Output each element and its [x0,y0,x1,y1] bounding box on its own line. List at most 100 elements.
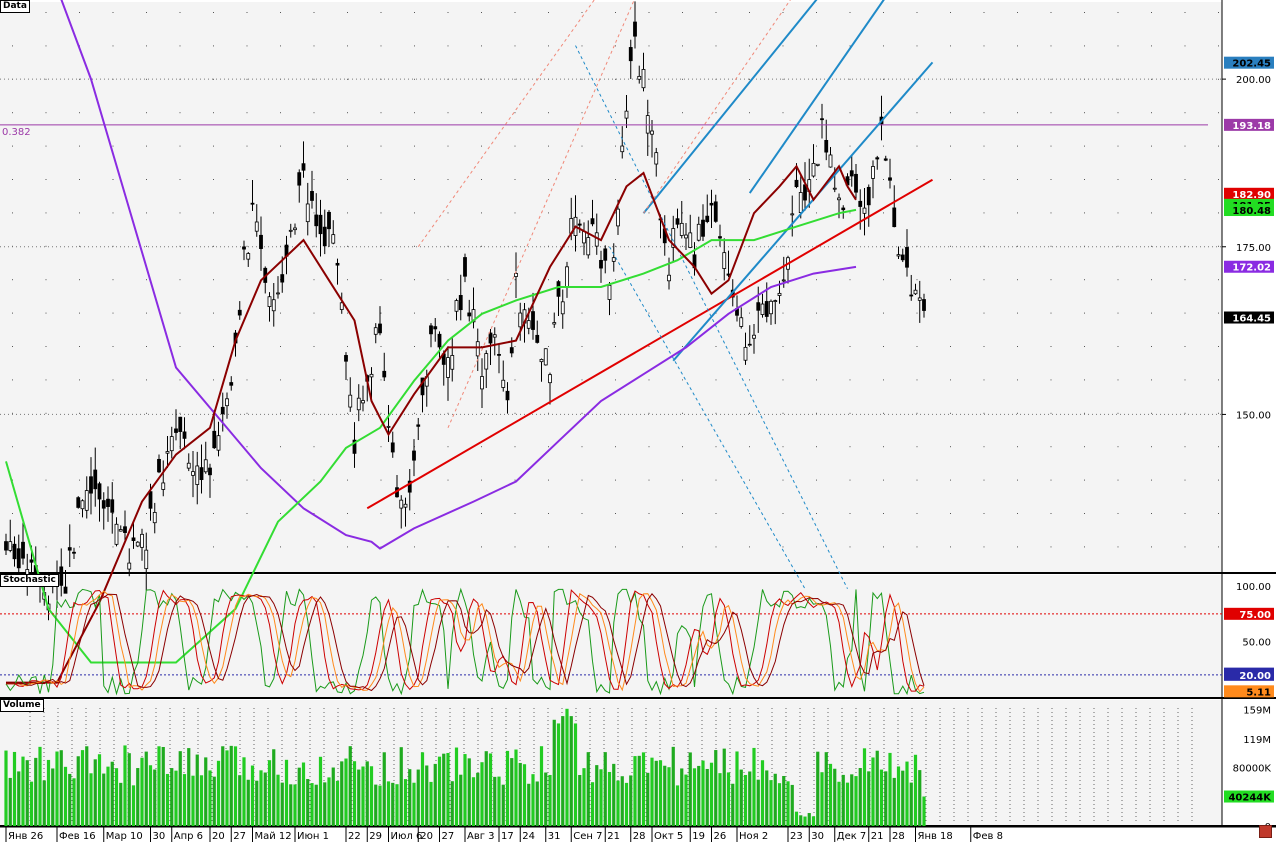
candle-body [837,197,841,201]
volume-bar [178,751,182,826]
grid-dot [1117,78,1119,80]
grid-dot [1017,145,1018,147]
candle-body [463,257,467,277]
grid-dot [347,312,348,314]
candle-body [369,373,374,378]
grid-dot [280,112,281,114]
candle-body [135,541,140,547]
grid-dot [648,12,650,13]
grid-dot [983,112,985,114]
grid-dot [213,12,214,13]
grid-dot [414,513,415,514]
grid-dot [1151,312,1152,314]
volume-bar [340,761,344,826]
volume-bar [488,753,493,826]
volume-bar [425,765,429,826]
grid-dot [12,513,13,514]
candle-body [280,274,285,283]
grid-dot [1117,179,1119,180]
grid-dot [916,145,918,147]
volume-bar [850,774,854,826]
candle-body [246,253,251,260]
grid-dot [146,12,147,13]
candle-body [875,157,880,160]
grid-dot [1050,312,1052,314]
volume-bar [38,746,42,826]
grid-dot [280,546,281,548]
time-tick-label: 30 [811,831,824,842]
volume-bar [144,751,148,826]
moving-average-line [6,164,857,684]
grid-dot [79,279,80,281]
grid-dot [414,279,415,281]
candle-body [526,320,531,329]
grid-dot [581,346,583,347]
candle-body [577,223,582,226]
grid-dot [1151,245,1152,247]
grid-dot [1017,212,1018,214]
grid-dot [983,212,985,214]
time-tick-label: 20 [420,831,433,842]
volume-bar [680,768,684,826]
grid-dot [1117,212,1119,214]
grid-dot [916,12,918,13]
grid-dot [648,179,650,180]
grid-dot [983,279,985,281]
grid-dot [1084,546,1085,548]
grid-dot [883,12,884,13]
volume-bar [892,777,896,826]
grid-dot [782,546,784,548]
volume-bar [267,760,272,826]
volume-bar [748,771,752,826]
grid-dot [514,45,516,47]
corner-expand-icon[interactable] [1259,825,1272,838]
volume-bar [765,770,769,826]
volume-bar [382,752,386,826]
grid-dot [883,145,884,147]
candle-body [12,543,17,560]
grid-dot [280,45,281,47]
fibonacci-level-label: 0.382 [2,127,31,138]
grid-dot [749,179,750,180]
grid-dot [514,12,516,13]
grid-dot [213,212,214,214]
grid-dot [112,379,114,381]
grid-dot [213,179,214,180]
grid-dot [313,479,315,481]
grid-dot [514,479,516,481]
grid-dot [1117,379,1119,381]
grid-dot [414,346,415,347]
grid-dot [1117,513,1119,514]
volume-bar [106,766,110,826]
grid-dot [481,78,482,80]
candle-body [416,424,421,427]
volume-bar [136,768,140,826]
grid-dot [179,12,181,13]
grid-dot [883,479,884,481]
grid-dot [816,513,817,514]
volume-bar [153,769,157,826]
grid-dot [648,279,650,281]
volume-bar [497,776,501,826]
grid-dot [883,446,884,448]
grid-dot [1050,212,1052,214]
candle-body [114,523,119,545]
volume-bar [55,751,59,826]
candle-body [318,214,323,235]
grid-dot [112,479,114,481]
grid-dot [12,112,13,114]
stochastic-pane-background [0,575,1222,697]
grid-dot [1017,312,1018,314]
volume-bar [46,759,51,826]
candle-body [607,285,612,300]
grid-dot [414,12,415,13]
volume-tick-label: 159M [1243,706,1271,717]
grid-dot [782,379,784,381]
candle-body [497,353,501,356]
grid-dot [380,12,382,13]
grid-dot [45,78,47,80]
grid-dot [782,446,784,448]
price-marker-box [1224,118,1274,131]
grid-dot [447,12,449,13]
